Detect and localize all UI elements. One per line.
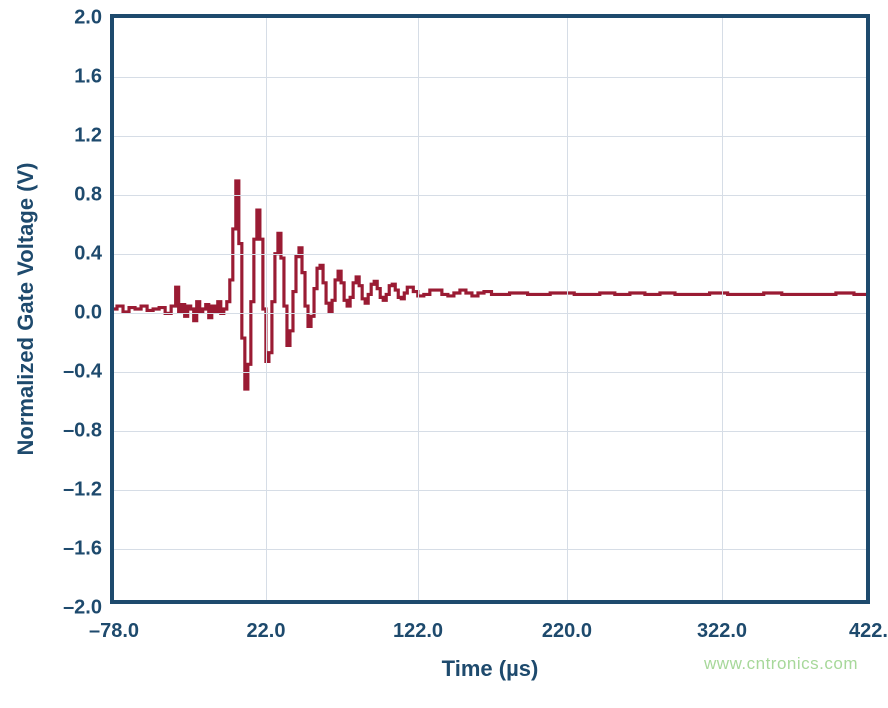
y-tick-label: –0.8 bbox=[63, 420, 102, 443]
grid-line-horizontal bbox=[114, 490, 866, 491]
grid-line-vertical bbox=[418, 18, 419, 600]
plot-area bbox=[110, 14, 870, 604]
watermark-text: www.cntronics.com bbox=[704, 654, 858, 674]
waveform-path bbox=[114, 181, 866, 389]
y-axis-label: Normalized Gate Voltage (V) bbox=[13, 163, 39, 456]
x-axis-label: Time (µs) bbox=[442, 656, 539, 682]
x-tick-label: 220.0 bbox=[542, 620, 592, 643]
y-tick-label: 1.2 bbox=[74, 125, 102, 148]
chart-container: Normalized Gate Voltage (V) Time (µs) ww… bbox=[0, 0, 888, 708]
grid-line-horizontal bbox=[114, 195, 866, 196]
y-tick-label: 0.8 bbox=[74, 184, 102, 207]
x-tick-label: 122.0 bbox=[393, 620, 443, 643]
x-tick-label: 22.0 bbox=[247, 620, 286, 643]
x-tick-label: –78.0 bbox=[89, 620, 139, 643]
grid-line-vertical bbox=[266, 18, 267, 600]
y-tick-label: 1.6 bbox=[74, 66, 102, 89]
y-tick-label: 0.0 bbox=[74, 302, 102, 325]
data-series-line bbox=[114, 18, 866, 600]
grid-line-vertical bbox=[722, 18, 723, 600]
y-tick-label: –1.6 bbox=[63, 538, 102, 561]
grid-line-horizontal bbox=[114, 431, 866, 432]
x-tick-label: 322.0 bbox=[697, 620, 747, 643]
grid-line-horizontal bbox=[114, 549, 866, 550]
grid-line-horizontal bbox=[114, 313, 866, 314]
y-tick-label: –2.0 bbox=[63, 597, 102, 620]
y-tick-label: 2.0 bbox=[74, 7, 102, 30]
y-tick-label: –0.4 bbox=[63, 361, 102, 384]
grid-line-horizontal bbox=[114, 372, 866, 373]
grid-line-vertical bbox=[567, 18, 568, 600]
y-tick-label: –1.2 bbox=[63, 479, 102, 502]
grid-line-horizontal bbox=[114, 254, 866, 255]
grid-line-horizontal bbox=[114, 136, 866, 137]
y-tick-label: 0.4 bbox=[74, 243, 102, 266]
grid-line-horizontal bbox=[114, 77, 866, 78]
x-tick-label: 422.0 bbox=[849, 620, 888, 643]
